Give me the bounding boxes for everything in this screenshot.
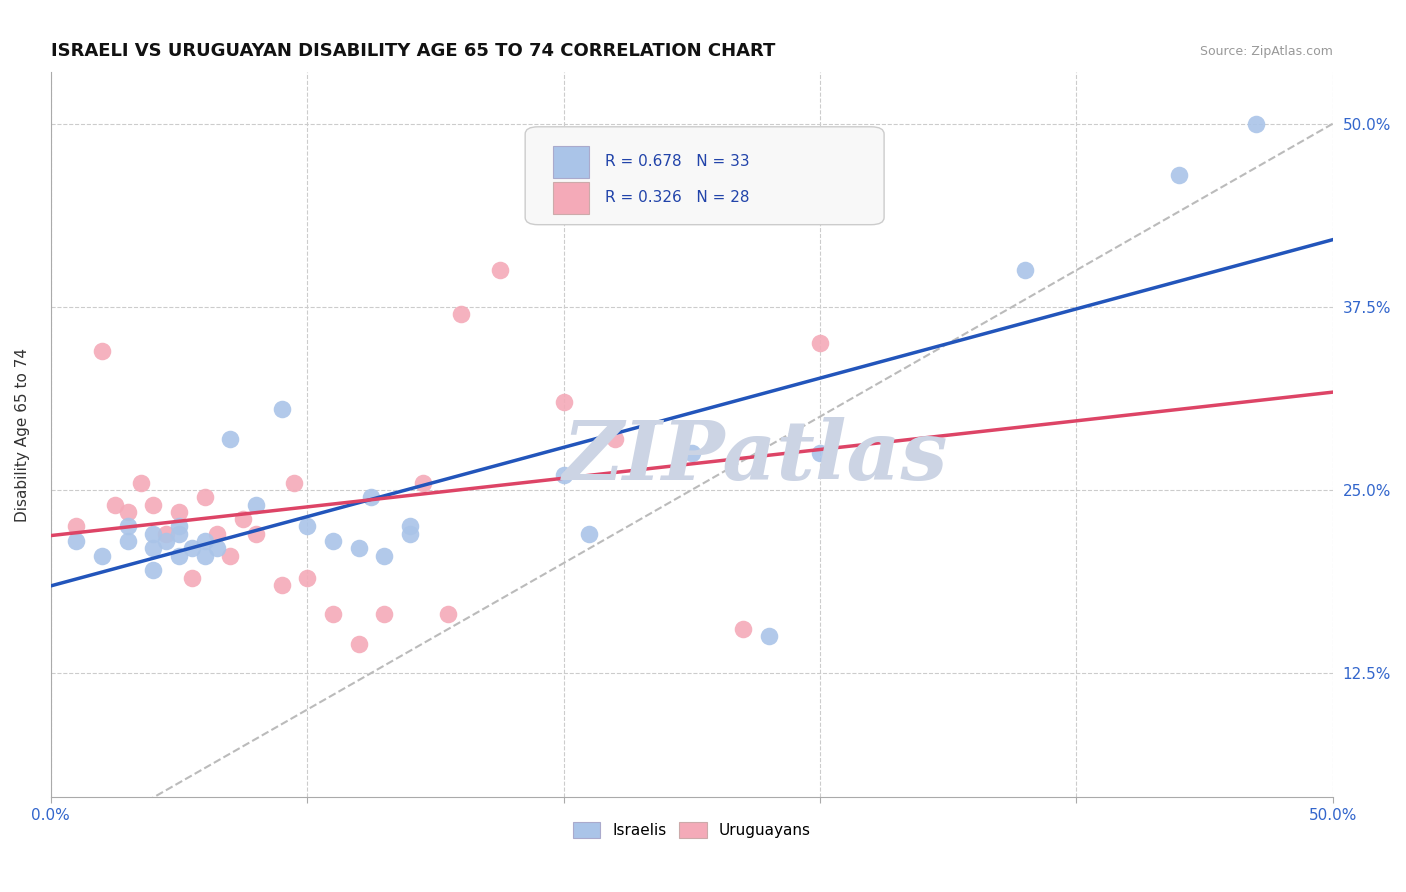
Point <box>283 475 305 490</box>
Legend: Israelis, Uruguayans: Israelis, Uruguayans <box>567 816 817 844</box>
Point <box>219 549 242 563</box>
Point <box>808 446 831 460</box>
Point <box>758 629 780 643</box>
Point <box>398 519 420 533</box>
Point <box>167 505 190 519</box>
Point <box>91 549 114 563</box>
Point <box>398 526 420 541</box>
Text: ISRAELI VS URUGUAYAN DISABILITY AGE 65 TO 74 CORRELATION CHART: ISRAELI VS URUGUAYAN DISABILITY AGE 65 T… <box>51 42 775 60</box>
Point <box>347 637 370 651</box>
Point <box>245 498 267 512</box>
Point <box>167 549 190 563</box>
FancyBboxPatch shape <box>526 127 884 225</box>
Point <box>297 571 319 585</box>
Point <box>167 519 190 533</box>
Point <box>1244 117 1267 131</box>
Point <box>207 541 229 556</box>
Point <box>297 519 319 533</box>
Point <box>194 490 217 504</box>
Point <box>270 402 292 417</box>
Point <box>65 534 87 549</box>
Point <box>437 607 460 622</box>
Point <box>142 541 165 556</box>
Point <box>373 607 395 622</box>
Point <box>194 549 217 563</box>
Point <box>450 307 472 321</box>
Point <box>322 534 344 549</box>
Point <box>347 541 370 556</box>
Point <box>117 505 139 519</box>
Point <box>155 534 177 549</box>
Point <box>142 526 165 541</box>
Point <box>232 512 254 526</box>
Point <box>578 526 600 541</box>
Point <box>207 526 229 541</box>
Point <box>360 490 382 504</box>
FancyBboxPatch shape <box>554 145 589 178</box>
Point <box>142 563 165 577</box>
Point <box>1168 168 1191 182</box>
Point <box>733 622 755 636</box>
Point <box>180 571 202 585</box>
Point <box>117 534 139 549</box>
Point <box>553 468 575 483</box>
Point <box>373 549 395 563</box>
Text: R = 0.678   N = 33: R = 0.678 N = 33 <box>605 154 749 169</box>
Point <box>104 498 127 512</box>
Y-axis label: Disability Age 65 to 74: Disability Age 65 to 74 <box>15 348 30 522</box>
Point <box>412 475 434 490</box>
Point <box>167 526 190 541</box>
Point <box>129 475 152 490</box>
Point <box>553 395 575 409</box>
Point <box>488 263 510 277</box>
Text: Source: ZipAtlas.com: Source: ZipAtlas.com <box>1199 45 1333 58</box>
Point <box>808 336 831 351</box>
Point <box>322 607 344 622</box>
Point <box>180 541 202 556</box>
Text: R = 0.326   N = 28: R = 0.326 N = 28 <box>605 190 749 205</box>
Point <box>117 519 139 533</box>
Point <box>219 432 242 446</box>
Point <box>155 526 177 541</box>
Point <box>65 519 87 533</box>
Point <box>1014 263 1036 277</box>
Point <box>270 578 292 592</box>
FancyBboxPatch shape <box>554 182 589 214</box>
Point <box>603 432 626 446</box>
Point <box>194 534 217 549</box>
Point <box>681 446 703 460</box>
Point <box>142 498 165 512</box>
Point <box>91 343 114 358</box>
Point <box>245 526 267 541</box>
Text: ZIPatlas: ZIPatlas <box>564 417 949 497</box>
